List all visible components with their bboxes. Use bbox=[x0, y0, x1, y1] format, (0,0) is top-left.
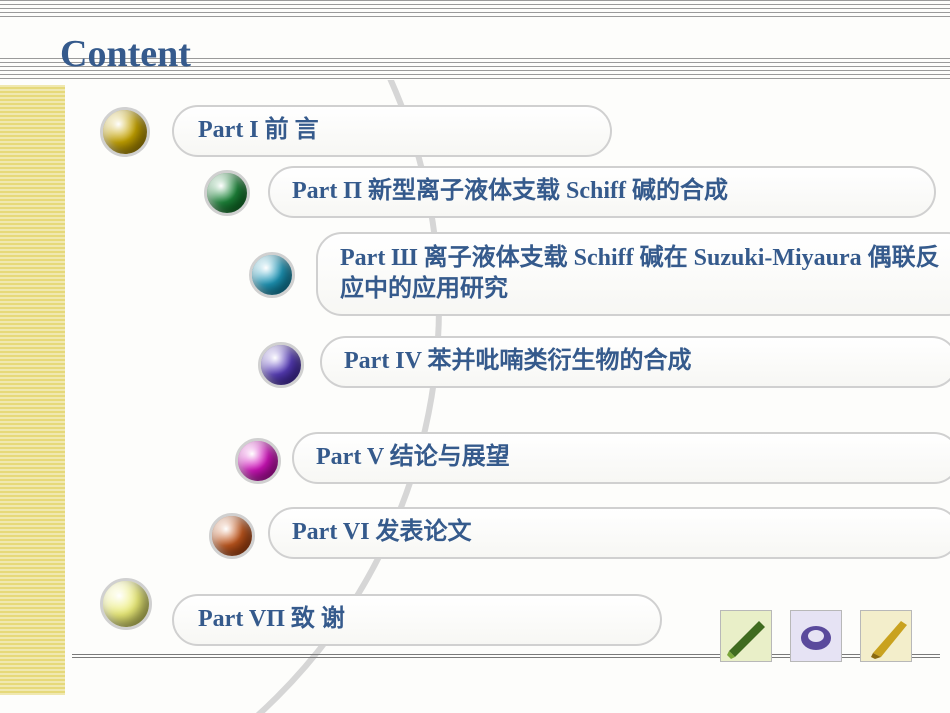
pill-text-p4: Part IV 苯并吡喃类衍生物的合成 bbox=[344, 346, 692, 377]
thumbnail-3 bbox=[860, 610, 912, 662]
pill-text-p3: Part Ш 离子液体支载 Schiff 碱在 Suzuki-Miyaura 偶… bbox=[340, 243, 950, 305]
pill-text-p1: Part I 前 言 bbox=[198, 115, 319, 146]
hairline-top bbox=[0, 0, 950, 20]
bullet-p1 bbox=[100, 107, 150, 157]
pill-text-p2: Part П 新型离子液体支载 Schiff 碱的合成 bbox=[292, 176, 728, 207]
pill-p2: Part П 新型离子液体支载 Schiff 碱的合成 bbox=[268, 166, 936, 218]
pill-p5: Part V 结论与展望 bbox=[292, 432, 950, 484]
pill-text-p6: Part VI 发表论文 bbox=[292, 517, 472, 548]
bullet-p5 bbox=[235, 438, 281, 484]
pill-text-p5: Part V 结论与展望 bbox=[316, 442, 510, 473]
pill-p7: Part VП 致 谢 bbox=[172, 594, 662, 646]
bullet-p6 bbox=[209, 513, 255, 559]
bullet-p2 bbox=[204, 170, 250, 216]
bullet-p3 bbox=[249, 252, 295, 298]
pill-p6: Part VI 发表论文 bbox=[268, 507, 950, 559]
pill-p1: Part I 前 言 bbox=[172, 105, 612, 157]
pill-text-p7: Part VП 致 谢 bbox=[198, 604, 345, 635]
bullet-p4 bbox=[258, 342, 304, 388]
pill-p3: Part Ш 离子液体支载 Schiff 碱在 Suzuki-Miyaura 偶… bbox=[316, 232, 950, 316]
slide-stage: Content Part I 前 言 Part П 新型离子液体支载 Schiff… bbox=[0, 0, 950, 713]
thumbnail-1 bbox=[720, 610, 772, 662]
thumbnail-2 bbox=[790, 610, 842, 662]
pill-p4: Part IV 苯并吡喃类衍生物的合成 bbox=[320, 336, 950, 388]
bullet-p7 bbox=[100, 578, 152, 630]
page-title: Content bbox=[60, 32, 191, 76]
